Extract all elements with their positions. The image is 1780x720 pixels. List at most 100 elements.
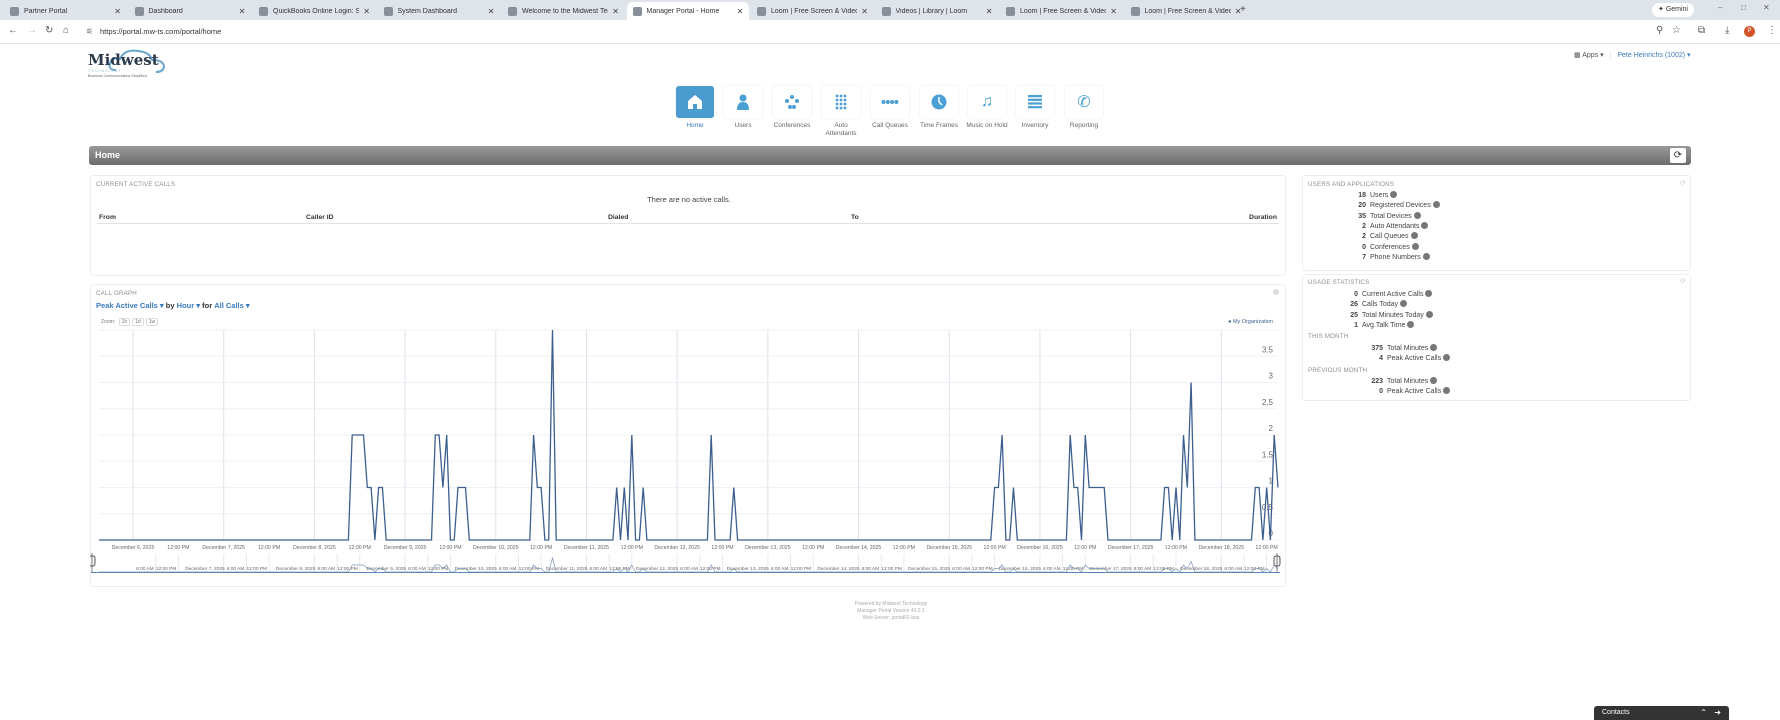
forward-icon[interactable]: → xyxy=(27,25,37,36)
info-icon[interactable] xyxy=(1425,310,1433,318)
refresh-icon[interactable]: ⟳ xyxy=(1680,180,1686,187)
nav-auto-attendants[interactable]: Auto Attendants xyxy=(820,86,862,138)
nav-call-queues[interactable]: Call Queues xyxy=(869,86,911,130)
browser-tab[interactable]: Welcome to the Midwest Techn ✕ xyxy=(502,2,624,20)
close-window-button[interactable]: ✕ xyxy=(1763,3,1770,12)
info-icon[interactable] xyxy=(1411,242,1419,250)
maximize-button[interactable]: □ xyxy=(1741,3,1746,12)
info-icon[interactable] xyxy=(1400,300,1408,308)
browser-tab[interactable]: Videos | Library | Loom ✕ xyxy=(876,2,998,20)
column-to[interactable]: To xyxy=(851,214,859,221)
metric-dropdown[interactable]: Peak Active Calls ▾ xyxy=(96,301,164,310)
navigator[interactable]: 6:00 AM 12:00 PM December 7, 2025 6:00 AM 12… xyxy=(90,552,1281,573)
browser-tab[interactable]: QuickBooks Online Login: Sign✕ xyxy=(253,2,375,20)
column-from[interactable]: From xyxy=(99,214,116,221)
navigator-tick-label: 6:00 AM xyxy=(1224,566,1242,572)
x-tick-label: December 9, 2025 xyxy=(384,545,427,551)
minimize-button[interactable]: – xyxy=(1718,3,1723,12)
legend-item[interactable]: ● My Organization xyxy=(1228,319,1273,325)
nav-reporting[interactable]: ✆ Reporting xyxy=(1063,86,1105,130)
info-icon[interactable] xyxy=(1410,232,1418,240)
favicon-icon xyxy=(134,6,144,16)
zoom-1h-button[interactable]: 1h xyxy=(118,318,131,326)
zoom-1w-button[interactable]: 1w xyxy=(145,318,159,326)
close-tab-icon[interactable]: ✕ xyxy=(1234,6,1242,16)
stat-label: Total Minutes Today xyxy=(1362,311,1424,319)
column-dialed[interactable]: Dialed xyxy=(608,214,629,221)
browser-tab[interactable]: Loom | Free Screen & Video ✕ xyxy=(1000,2,1122,20)
user-menu[interactable]: Pete Heinrichs (1002) ▾ xyxy=(1617,52,1691,59)
new-tab-button[interactable]: + xyxy=(1240,4,1246,15)
close-tab-icon[interactable]: ✕ xyxy=(736,6,744,16)
navigator-tick-label: 12:00 PM xyxy=(1063,566,1084,572)
refresh-button[interactable]: ⟳ xyxy=(1670,148,1686,163)
profile-avatar[interactable]: P xyxy=(1744,26,1755,37)
chevron-up-icon[interactable]: ⌃ xyxy=(1700,708,1707,717)
info-icon[interactable] xyxy=(1443,354,1451,362)
navigator-tick-label: 6:00 AM xyxy=(1134,566,1152,572)
nav-users[interactable]: Users xyxy=(722,86,764,130)
browser-tab[interactable]: Partner Portal ✕ xyxy=(4,2,126,20)
close-tab-icon[interactable]: ✕ xyxy=(487,6,495,16)
info-icon[interactable] xyxy=(1432,201,1440,209)
nav-inventory[interactable]: Inventory xyxy=(1014,86,1056,130)
nav-conferences[interactable]: Conferences xyxy=(771,86,813,130)
navigator-tick-label: December 11, 2025 xyxy=(546,566,588,572)
close-tab-icon[interactable]: ✕ xyxy=(238,6,246,16)
tab-search-icon[interactable]: ⧉ xyxy=(1698,25,1706,36)
period-dropdown[interactable]: Hour ▾ xyxy=(176,301,201,310)
logo-subtitle: TECHNOLOGY xyxy=(89,69,122,73)
favicon-icon xyxy=(383,6,393,16)
navigator-tick-label: 6:00 AM xyxy=(499,566,517,572)
nav-music-on-hold[interactable]: ♫ Music on Hold xyxy=(966,86,1008,130)
bookmark-star-icon[interactable]: ☆ xyxy=(1672,25,1681,36)
browser-tab[interactable]: Loom | Free Screen & Video ✕ xyxy=(1125,2,1247,20)
info-icon[interactable] xyxy=(1430,344,1438,351)
popout-arrow-icon[interactable]: ➜ xyxy=(1714,708,1721,717)
zoom-lens-icon[interactable]: ⚲ xyxy=(1656,25,1664,36)
close-tab-icon[interactable]: ✕ xyxy=(985,6,993,16)
info-icon[interactable] xyxy=(1430,377,1438,384)
close-tab-icon[interactable]: ✕ xyxy=(114,6,121,16)
nav-time-frames[interactable]: Time Frames xyxy=(918,86,960,130)
reload-icon[interactable]: ↻ xyxy=(45,25,54,36)
navigator-tick-label: December 9, 2025 xyxy=(367,566,407,572)
gemini-button[interactable]: ✦ Gemini xyxy=(1652,3,1694,17)
nav-home[interactable]: Home xyxy=(674,86,716,130)
zoom-1d-button[interactable]: 1d xyxy=(132,318,144,326)
info-icon[interactable] xyxy=(1421,221,1429,229)
back-icon[interactable]: ← xyxy=(8,25,18,36)
info-icon[interactable] xyxy=(1407,320,1415,328)
midwest-logo[interactable]: Midwest TECHNOLOGY Business Communicatio… xyxy=(88,48,168,82)
browser-tab[interactable]: Loom | Free Screen & Video Re✕ xyxy=(751,2,873,20)
browser-menu-icon[interactable]: ⋮ xyxy=(1767,25,1777,36)
site-info-icon[interactable]: ⚟ xyxy=(86,27,94,36)
close-tab-icon[interactable]: ✕ xyxy=(363,6,370,16)
browser-tab[interactable]: Dashboard ✕ xyxy=(129,2,251,20)
filter-dropdown[interactable]: All Calls ▾ xyxy=(214,301,250,310)
series-line-my-organization[interactable] xyxy=(99,329,1279,541)
close-tab-icon[interactable]: ✕ xyxy=(861,6,868,16)
apps-menu[interactable]: ▦ Apps ▾ xyxy=(1574,52,1604,59)
info-icon[interactable] xyxy=(1422,252,1430,260)
info-icon[interactable] xyxy=(1425,290,1433,297)
url-field[interactable]: https://portal.mw-ts.com/portal/home xyxy=(100,27,222,36)
info-icon[interactable] xyxy=(1443,387,1451,395)
column-caller-id[interactable]: Caller ID xyxy=(306,214,334,221)
close-tab-icon[interactable]: ✕ xyxy=(1110,6,1117,16)
navigator-left-handle[interactable] xyxy=(90,555,96,567)
for-label: for xyxy=(202,301,213,310)
info-icon[interactable] xyxy=(1390,191,1398,198)
browser-tab[interactable]: System Dashboard ✕ xyxy=(378,2,500,20)
refresh-icon[interactable]: ⟳ xyxy=(1680,278,1686,285)
column-duration[interactable]: Duration xyxy=(1249,214,1277,221)
call-graph-chart[interactable]: December 6, 2025 12:00 PM December 7, 2025… xyxy=(90,320,1290,582)
download-icon[interactable]: ⤓ xyxy=(1725,25,1730,36)
home-browser-icon[interactable]: ⌂ xyxy=(63,25,70,36)
browser-tab[interactable]: Manager Portal - Home ✕ xyxy=(626,2,749,20)
address-bar-row: ← → ↻ ⌂ ⚟ https://portal.mw-ts.com/porta… xyxy=(0,20,1780,44)
contacts-dock[interactable]: Contacts ⌃ ➜ xyxy=(1594,706,1729,720)
settings-icon[interactable] xyxy=(1273,289,1279,295)
close-tab-icon[interactable]: ✕ xyxy=(612,6,619,16)
info-icon[interactable] xyxy=(1413,211,1421,219)
